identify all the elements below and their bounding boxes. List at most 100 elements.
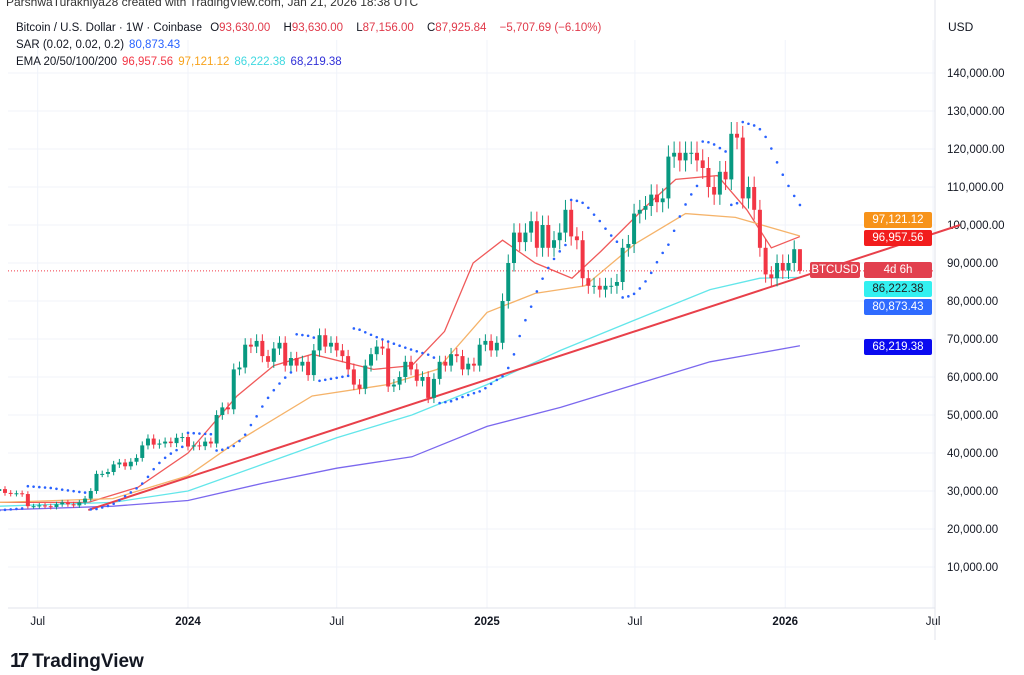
sar-dot xyxy=(255,415,258,418)
candle-body xyxy=(552,240,557,248)
candle-body xyxy=(203,441,208,447)
candle-body xyxy=(163,441,168,444)
candle-body xyxy=(77,502,82,506)
candle-body xyxy=(431,378,436,398)
sar-dot xyxy=(169,452,173,455)
candle-body xyxy=(134,457,139,462)
candle-body xyxy=(168,441,173,444)
logo-text: TradingView xyxy=(32,650,144,672)
candle-body xyxy=(511,232,516,263)
currency-label[interactable]: USD xyxy=(948,20,974,34)
sar-dot xyxy=(312,336,316,339)
candle-body xyxy=(340,350,345,357)
candle-body xyxy=(546,225,551,248)
candle-body xyxy=(208,441,213,444)
sar-dot xyxy=(386,340,390,343)
candle-body xyxy=(100,473,105,475)
sar-dot xyxy=(186,431,190,435)
candle-body xyxy=(574,236,579,241)
y-tick-label: 40,000.00 xyxy=(947,448,998,460)
y-tick-label: 80,000.00 xyxy=(947,296,998,308)
candle-body xyxy=(191,445,196,447)
sar-dot xyxy=(398,344,401,348)
candle-body xyxy=(328,342,333,347)
candle-body xyxy=(369,354,374,366)
candle-body xyxy=(500,301,505,343)
sar-dot xyxy=(0,509,1,512)
candle-body xyxy=(449,354,454,366)
candle-body xyxy=(266,356,271,362)
candle-body xyxy=(654,194,659,203)
sar-dot xyxy=(695,184,699,188)
sar-dot xyxy=(3,508,7,512)
sar-dot xyxy=(775,161,779,164)
candle-body xyxy=(357,384,362,389)
candle-body xyxy=(220,407,225,415)
candle-body xyxy=(792,249,797,263)
low-value: 87,156.00 xyxy=(362,22,414,34)
sar-dot xyxy=(684,203,687,206)
close-value: 87,925.84 xyxy=(435,22,487,34)
candle-body xyxy=(580,240,585,279)
sar-dot xyxy=(598,219,602,223)
sar-dot xyxy=(552,257,556,261)
candle-body xyxy=(592,285,597,287)
candle-body xyxy=(311,350,316,376)
candle-body xyxy=(25,494,30,507)
candle-body xyxy=(677,152,682,161)
sar-dot xyxy=(632,292,636,296)
symbol-title[interactable]: Bitcoin / U.S. Dollar · 1W · Coinbase xyxy=(16,22,202,34)
candle-body xyxy=(746,187,751,199)
sar-dot xyxy=(49,486,53,490)
sar-dot xyxy=(678,215,682,218)
sar-dot xyxy=(466,393,470,397)
candle-body xyxy=(489,340,494,351)
x-tick-label: Jul xyxy=(926,616,941,628)
candle-body xyxy=(277,342,282,349)
candle-body xyxy=(60,502,65,505)
sar-dot xyxy=(535,290,539,293)
tradingview-logo[interactable]: 17 TradingView xyxy=(10,650,144,673)
candle-body xyxy=(729,133,734,180)
candle-body xyxy=(243,344,248,368)
sar-dot xyxy=(689,193,693,196)
candle-body xyxy=(597,285,602,290)
candle-body xyxy=(300,361,305,366)
candle-body xyxy=(403,361,408,377)
sar-dot xyxy=(9,508,13,511)
candle-body xyxy=(723,171,728,180)
candle-body xyxy=(506,263,511,301)
candle-body xyxy=(689,152,694,154)
candle-body xyxy=(775,263,780,279)
candle-body xyxy=(386,348,391,387)
y-tick-label: 60,000.00 xyxy=(947,372,998,384)
sar-price-tag: 80,873.43 xyxy=(864,299,932,315)
candle-body xyxy=(334,342,339,351)
sar-dot xyxy=(95,507,98,511)
sar-dot xyxy=(238,439,241,443)
sar-dot xyxy=(529,305,533,308)
sar-label[interactable]: SAR (0.02, 0.02, 0.2) xyxy=(16,39,125,51)
candle-body xyxy=(409,361,414,370)
candle-body xyxy=(420,377,425,381)
candle-body xyxy=(0,489,2,491)
symbol-price-tag: BTCUSD xyxy=(810,262,860,278)
candle-body xyxy=(620,247,625,282)
sar-dot xyxy=(770,147,773,150)
sar-dot xyxy=(243,433,247,436)
ema20-price-tag: 96,957.56 xyxy=(864,230,932,246)
sar-dot xyxy=(444,400,447,404)
ema-label[interactable]: EMA 20/50/100/200 xyxy=(16,56,118,68)
sar-dot xyxy=(221,448,224,451)
high-value: 93,630.00 xyxy=(291,22,343,34)
sar-dot xyxy=(501,374,504,378)
sar-dot xyxy=(83,491,87,494)
candle-body xyxy=(94,473,99,491)
ema100-price-tag: 86,222.38 xyxy=(864,281,932,297)
candle-body xyxy=(529,221,534,233)
sar-dot xyxy=(232,444,236,448)
sar-dot xyxy=(261,405,264,408)
candle-body xyxy=(586,278,591,286)
candle-body xyxy=(752,187,757,210)
